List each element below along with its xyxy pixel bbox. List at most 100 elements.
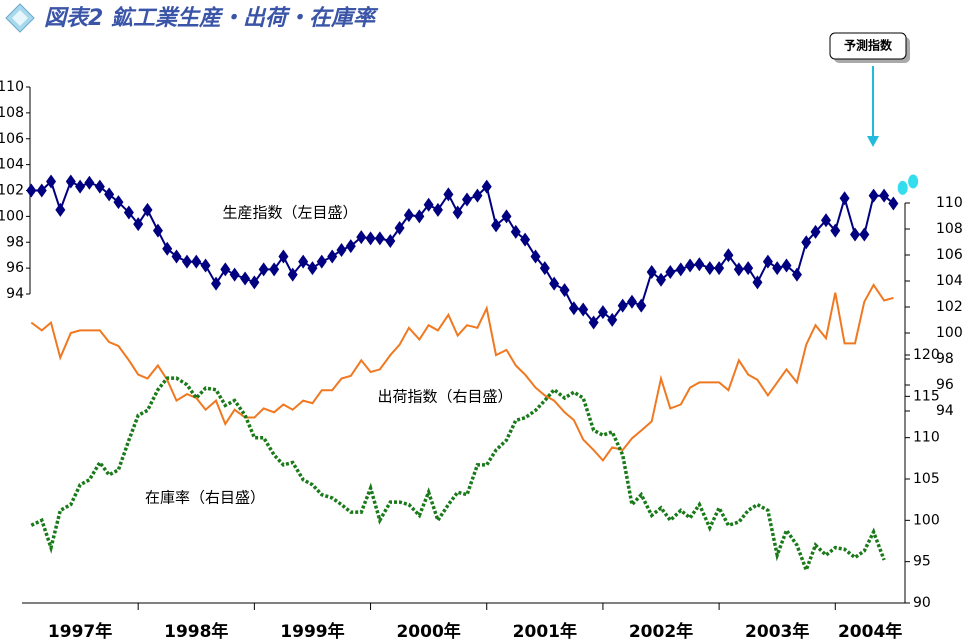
annotation: 予測指数 bbox=[844, 38, 893, 53]
y3-tick-label: 90 bbox=[913, 595, 931, 611]
series-label: 生産指数（左目盛） bbox=[222, 204, 357, 222]
point bbox=[336, 243, 347, 258]
point bbox=[520, 232, 531, 247]
chart-title: 図表2 鉱工業生産・出荷・在庫率 bbox=[44, 5, 379, 31]
callout bbox=[829, 32, 910, 147]
point bbox=[472, 188, 483, 203]
point bbox=[211, 276, 222, 291]
point bbox=[530, 249, 541, 264]
point bbox=[597, 305, 608, 320]
y2-tick-label: 94 bbox=[936, 403, 954, 419]
y-tick-label: 98 bbox=[6, 234, 24, 250]
point bbox=[345, 239, 356, 254]
point bbox=[781, 258, 792, 273]
point bbox=[704, 261, 715, 276]
x-tick-label: 2003年 bbox=[745, 621, 809, 642]
y2-tick-label: 108 bbox=[936, 221, 963, 237]
y2-tick-label: 96 bbox=[936, 377, 954, 393]
point bbox=[452, 205, 463, 220]
point bbox=[258, 262, 269, 277]
point bbox=[461, 192, 472, 207]
point bbox=[820, 213, 831, 228]
point bbox=[646, 265, 657, 280]
point bbox=[94, 179, 105, 194]
point bbox=[365, 231, 376, 246]
y-tick-label: 110 bbox=[0, 79, 24, 95]
point bbox=[36, 183, 47, 198]
x-tick-label: 1999年 bbox=[280, 621, 344, 642]
point bbox=[491, 218, 502, 233]
point bbox=[801, 235, 812, 250]
point bbox=[607, 312, 618, 327]
point bbox=[694, 257, 705, 272]
point bbox=[55, 202, 66, 217]
y3-tick-label: 115 bbox=[913, 388, 940, 404]
point bbox=[675, 262, 686, 277]
point bbox=[278, 249, 289, 264]
y-tick-label: 102 bbox=[0, 183, 24, 199]
point bbox=[84, 175, 95, 190]
forecast-point bbox=[897, 180, 908, 195]
point bbox=[868, 188, 879, 203]
y2-tick-label: 98 bbox=[936, 351, 954, 367]
y-tick-label: 94 bbox=[6, 286, 24, 302]
point bbox=[191, 254, 202, 269]
point bbox=[656, 272, 667, 287]
point bbox=[733, 262, 744, 277]
point bbox=[229, 267, 240, 282]
point bbox=[26, 183, 37, 198]
point bbox=[113, 195, 124, 210]
point bbox=[249, 275, 260, 290]
y2-tick-label: 110 bbox=[936, 195, 963, 211]
point bbox=[685, 258, 696, 273]
point bbox=[385, 233, 396, 248]
point bbox=[443, 187, 454, 202]
point bbox=[75, 179, 86, 194]
series-label: 出荷指数（右目盛） bbox=[377, 388, 512, 406]
point bbox=[181, 254, 192, 269]
y-tick-label: 96 bbox=[6, 260, 24, 276]
x-tick-label: 2000年 bbox=[396, 621, 460, 642]
point bbox=[316, 254, 327, 269]
point bbox=[287, 267, 298, 282]
y-tick-label: 100 bbox=[0, 208, 24, 224]
x-tick-label: 2001年 bbox=[513, 621, 577, 642]
x-tick-label: 2002年 bbox=[629, 621, 693, 642]
point bbox=[162, 241, 173, 256]
series-line bbox=[31, 179, 895, 325]
point bbox=[142, 202, 153, 217]
forecast-point bbox=[908, 174, 919, 189]
point bbox=[888, 196, 899, 211]
y-tick-label: 108 bbox=[0, 105, 24, 121]
point bbox=[578, 302, 589, 317]
point bbox=[568, 301, 579, 316]
point bbox=[200, 258, 211, 273]
point bbox=[859, 227, 870, 242]
point bbox=[714, 261, 725, 276]
point bbox=[762, 254, 773, 269]
y-tick-label: 104 bbox=[0, 157, 24, 173]
y2-tick-label: 106 bbox=[936, 247, 963, 263]
point bbox=[723, 248, 734, 263]
point bbox=[403, 208, 414, 223]
title-icon bbox=[5, 3, 35, 33]
point bbox=[772, 261, 783, 276]
point bbox=[65, 174, 76, 189]
point bbox=[539, 261, 550, 276]
x-tick-label: 1997年 bbox=[48, 621, 112, 642]
y3-tick-label: 120 bbox=[913, 347, 940, 363]
point bbox=[501, 209, 512, 224]
point bbox=[752, 275, 763, 290]
point bbox=[850, 227, 861, 242]
point bbox=[665, 265, 676, 280]
point bbox=[220, 262, 231, 277]
series-label: 在庫率（右目盛） bbox=[145, 489, 265, 507]
point bbox=[423, 197, 434, 212]
point bbox=[414, 209, 425, 224]
point bbox=[374, 231, 385, 246]
point bbox=[394, 221, 405, 236]
point bbox=[327, 249, 338, 264]
point bbox=[830, 223, 841, 238]
y3-tick-label: 100 bbox=[913, 512, 940, 528]
